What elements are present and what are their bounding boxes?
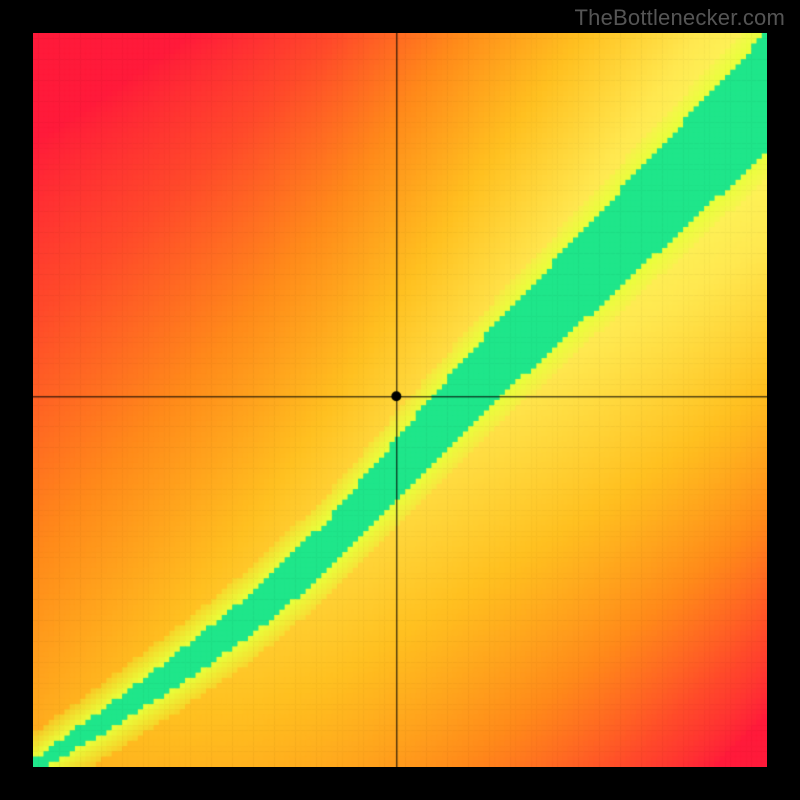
heatmap-canvas (33, 33, 767, 767)
chart-container: TheBottlenecker.com (0, 0, 800, 800)
watermark-text: TheBottlenecker.com (575, 5, 785, 31)
